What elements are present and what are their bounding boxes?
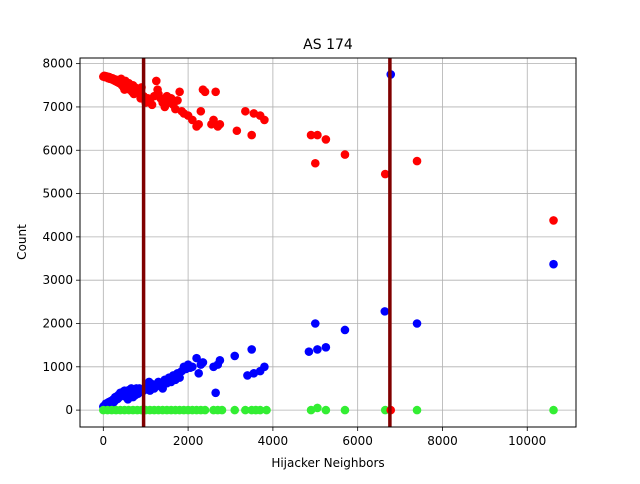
data-point xyxy=(310,158,320,168)
y-tick-label: 6000 xyxy=(42,143,73,157)
data-point xyxy=(247,130,256,140)
data-point xyxy=(412,405,422,415)
data-point xyxy=(230,405,240,415)
data-point xyxy=(147,100,157,110)
data-point xyxy=(380,169,390,179)
ticks-layer: 0 2000 4000 6000 8000 10000 0 1000 2000 3000 4000 5… xyxy=(42,57,546,448)
chart-title: AS 174 xyxy=(303,37,353,53)
data-point xyxy=(175,373,184,382)
x-tick-label: 10000 xyxy=(508,434,546,448)
data-point xyxy=(175,87,184,97)
y-tick-label: 5000 xyxy=(42,187,73,201)
data-point xyxy=(255,405,265,415)
data-point xyxy=(198,358,208,367)
data-point xyxy=(230,351,240,361)
data-point xyxy=(412,156,422,166)
data-point xyxy=(340,150,350,159)
data-point xyxy=(340,325,350,335)
data-point xyxy=(549,216,558,225)
data-point xyxy=(241,106,250,116)
data-point xyxy=(247,345,256,354)
plot-frame xyxy=(79,57,577,428)
data-point xyxy=(196,106,206,116)
y-axis-label: Count xyxy=(15,224,29,260)
data-point xyxy=(152,76,161,86)
x-tick-label: 2000 xyxy=(173,434,204,448)
y-tick-label: 7000 xyxy=(42,100,73,114)
data-point xyxy=(313,345,322,354)
data-point xyxy=(321,343,331,352)
data-point xyxy=(215,119,225,129)
data-point xyxy=(192,353,201,363)
data-point xyxy=(262,405,271,415)
data-point xyxy=(215,356,225,365)
grid-layer xyxy=(80,58,576,427)
data-point xyxy=(380,307,390,316)
x-tick-label: 0 xyxy=(99,434,107,448)
data-point xyxy=(194,119,204,129)
data-point xyxy=(209,115,218,125)
data-point xyxy=(211,388,220,398)
data-point xyxy=(412,319,422,328)
vertical-lines-layer xyxy=(141,58,392,427)
x-tick-label: 8000 xyxy=(427,434,458,448)
data-point xyxy=(217,405,227,415)
x-tick-label: 6000 xyxy=(342,434,373,448)
data-point xyxy=(260,362,269,372)
data-point xyxy=(313,130,322,140)
data-point xyxy=(188,115,197,125)
data-point xyxy=(260,115,269,125)
data-point xyxy=(188,362,197,372)
y-tick-label: 8000 xyxy=(42,57,73,71)
data-point xyxy=(310,319,320,328)
data-point xyxy=(304,347,314,356)
y-tick-label: 1000 xyxy=(42,360,73,374)
y-tick-label: 0 xyxy=(65,403,73,417)
data-point xyxy=(313,403,322,413)
data-point xyxy=(200,405,210,415)
y-tick-label: 3000 xyxy=(42,273,73,287)
data-point xyxy=(321,405,331,415)
x-tick-label: 4000 xyxy=(258,434,289,448)
data-point xyxy=(241,405,250,415)
data-point xyxy=(340,405,350,415)
data-point xyxy=(232,126,242,136)
x-axis-label: Hijacker Neighbors xyxy=(271,456,384,470)
data-point xyxy=(549,259,558,269)
data-point xyxy=(321,135,331,144)
data-point xyxy=(200,87,210,97)
data-point xyxy=(211,87,220,97)
data-point xyxy=(549,405,558,415)
points-layer xyxy=(99,70,558,415)
y-tick-label: 4000 xyxy=(42,230,73,244)
y-tick-label: 2000 xyxy=(42,316,73,330)
data-point xyxy=(194,368,204,378)
data-point xyxy=(173,96,182,105)
data-point xyxy=(306,130,316,140)
